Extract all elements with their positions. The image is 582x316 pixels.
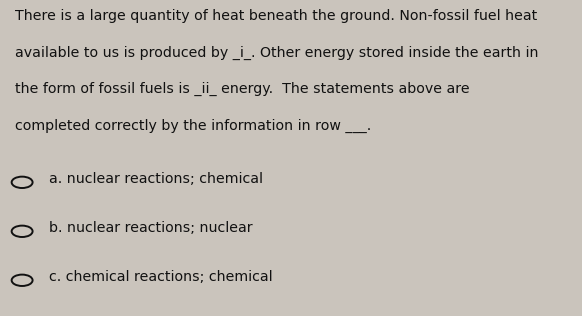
- Text: b. nuclear reactions; nuclear: b. nuclear reactions; nuclear: [49, 221, 253, 235]
- Text: completed correctly by the information in row ___.: completed correctly by the information i…: [15, 118, 371, 133]
- Text: There is a large quantity of heat beneath the ground. Non-fossil fuel heat: There is a large quantity of heat beneat…: [15, 9, 537, 23]
- Text: available to us is produced by _i_. Other energy stored inside the earth in: available to us is produced by _i_. Othe…: [15, 46, 538, 60]
- Text: c. chemical reactions; chemical: c. chemical reactions; chemical: [49, 270, 273, 284]
- Text: a. nuclear reactions; chemical: a. nuclear reactions; chemical: [49, 172, 264, 186]
- Text: the form of fossil fuels is _ii_ energy.  The statements above are: the form of fossil fuels is _ii_ energy.…: [15, 82, 469, 96]
